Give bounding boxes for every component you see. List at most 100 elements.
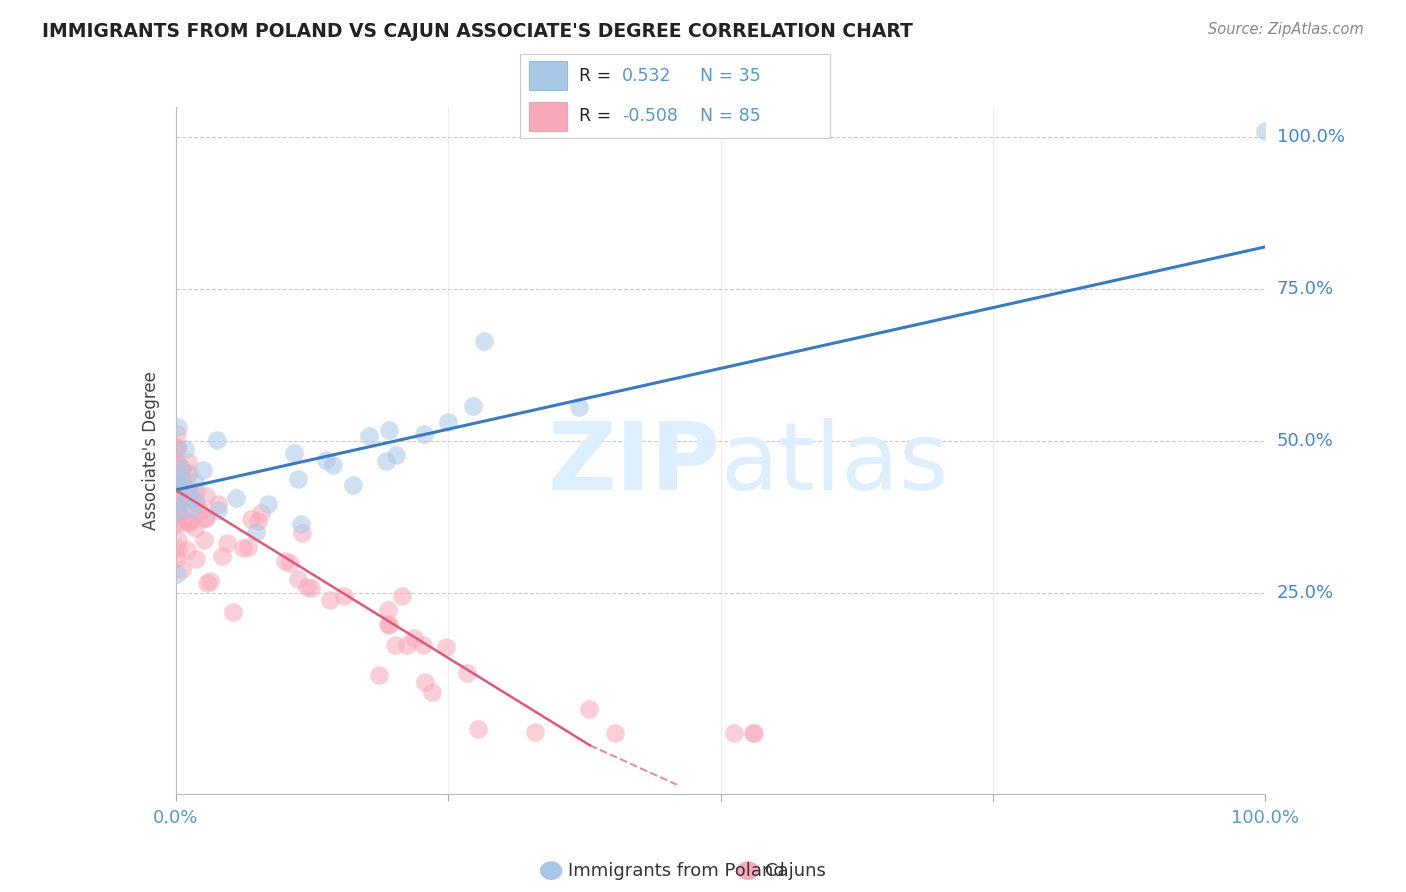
Point xyxy=(179,489,201,503)
Point xyxy=(177,485,200,500)
Point xyxy=(249,506,271,520)
Point xyxy=(166,479,188,493)
Point xyxy=(166,442,188,456)
Point xyxy=(278,557,301,571)
Point xyxy=(195,576,218,591)
Point xyxy=(211,549,233,564)
Point xyxy=(194,511,217,525)
Point xyxy=(198,574,221,588)
Point xyxy=(404,631,426,645)
Point xyxy=(299,581,322,595)
Point xyxy=(166,482,188,496)
Point xyxy=(167,507,190,521)
Point xyxy=(315,452,337,467)
Point xyxy=(245,525,267,540)
Point xyxy=(395,639,418,653)
Point xyxy=(225,491,247,505)
Point xyxy=(193,533,215,548)
Point xyxy=(170,467,193,481)
Point xyxy=(318,592,340,607)
Text: R =: R = xyxy=(579,67,612,85)
Point xyxy=(167,467,190,482)
Point xyxy=(456,666,478,681)
Text: -0.508: -0.508 xyxy=(623,107,678,125)
Point xyxy=(166,454,188,468)
Point xyxy=(166,484,188,499)
Point xyxy=(166,496,188,510)
Point xyxy=(568,400,591,414)
Point xyxy=(603,726,626,740)
Point xyxy=(179,514,201,528)
Point xyxy=(173,442,195,456)
Point xyxy=(177,516,200,531)
Point xyxy=(391,589,413,603)
Point xyxy=(166,505,188,519)
Point xyxy=(1254,124,1277,138)
Point xyxy=(167,541,190,555)
Point xyxy=(186,551,208,566)
Text: Immigrants from Poland: Immigrants from Poland xyxy=(568,862,785,880)
Point xyxy=(170,562,193,576)
Point xyxy=(333,589,356,603)
Point xyxy=(290,517,312,532)
Point xyxy=(420,685,443,699)
Text: 100.0%: 100.0% xyxy=(1277,128,1344,146)
Point xyxy=(240,512,263,526)
Point xyxy=(322,458,344,472)
Point xyxy=(412,638,434,652)
Point xyxy=(172,481,194,495)
FancyBboxPatch shape xyxy=(530,62,567,90)
Text: R =: R = xyxy=(579,107,612,125)
Point xyxy=(169,478,191,492)
Point xyxy=(172,460,194,475)
Point xyxy=(368,668,391,682)
Point xyxy=(167,478,190,492)
Point xyxy=(167,419,190,434)
Point xyxy=(359,428,381,442)
Text: 75.0%: 75.0% xyxy=(1277,280,1334,299)
Point xyxy=(297,580,319,594)
Point xyxy=(215,535,238,549)
Point xyxy=(167,482,190,496)
Point xyxy=(173,501,195,516)
Point xyxy=(167,495,190,509)
Point xyxy=(177,455,200,469)
Text: IMMIGRANTS FROM POLAND VS CAJUN ASSOCIATE'S DEGREE CORRELATION CHART: IMMIGRANTS FROM POLAND VS CAJUN ASSOCIAT… xyxy=(42,22,912,41)
Text: N = 35: N = 35 xyxy=(700,67,761,85)
Point xyxy=(188,504,211,518)
Point xyxy=(169,460,191,475)
Point xyxy=(166,440,188,454)
Point xyxy=(374,454,396,468)
Text: ZIP: ZIP xyxy=(548,418,721,510)
Point xyxy=(256,497,278,511)
Ellipse shape xyxy=(540,862,562,880)
Y-axis label: Associate's Degree: Associate's Degree xyxy=(142,371,160,530)
Point xyxy=(167,460,190,475)
Point xyxy=(578,702,600,716)
Point xyxy=(176,543,198,558)
Point xyxy=(166,567,188,582)
Point xyxy=(166,550,188,565)
Point xyxy=(166,495,188,509)
Text: 50.0%: 50.0% xyxy=(1277,433,1333,450)
Point xyxy=(283,445,305,459)
Point xyxy=(378,423,401,437)
Point xyxy=(184,492,207,507)
Point xyxy=(177,467,200,481)
Point xyxy=(436,415,458,429)
Point xyxy=(184,483,207,498)
Point xyxy=(377,603,399,617)
Point xyxy=(166,469,188,483)
Point xyxy=(191,463,214,477)
Point xyxy=(166,426,188,441)
Point xyxy=(177,483,200,497)
Point xyxy=(195,511,218,525)
Text: N = 85: N = 85 xyxy=(700,107,761,125)
Point xyxy=(174,487,197,501)
Point xyxy=(238,540,260,554)
Point xyxy=(176,467,198,482)
Ellipse shape xyxy=(737,862,759,880)
Point xyxy=(184,521,207,535)
Point xyxy=(434,640,457,654)
Point xyxy=(377,617,399,632)
